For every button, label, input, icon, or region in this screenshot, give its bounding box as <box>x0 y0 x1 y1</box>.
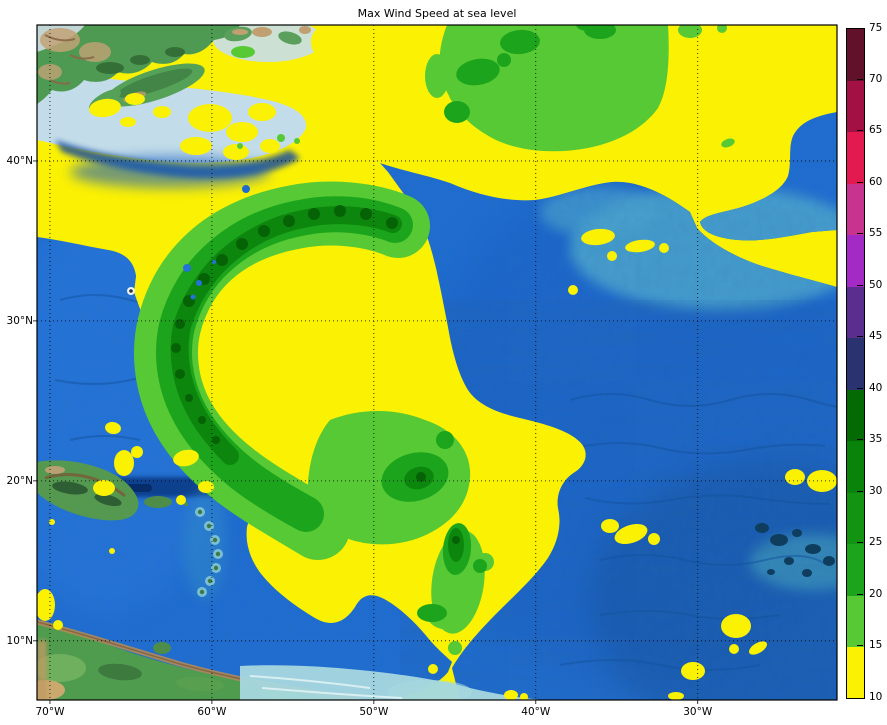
colorbar-segment-65-70 <box>847 80 864 133</box>
yellow-islands <box>37 228 837 700</box>
colorbar-tick-label-65: 65 <box>869 124 883 137</box>
colorbar-segment-15-20 <box>847 595 864 648</box>
caribbean-islands <box>37 460 223 597</box>
colorbar-tick-label-15: 15 <box>869 639 883 652</box>
bermuda <box>127 287 135 295</box>
colorbar-tick-label-40: 40 <box>869 381 883 394</box>
newfoundland <box>224 26 311 45</box>
colorbar-segment-45-50 <box>847 286 864 339</box>
lon-tick-label-3: 40°W <box>521 706 551 718</box>
colorbar-tick-15 <box>857 645 863 647</box>
colorbar-tick-30 <box>857 490 863 492</box>
plot-title: Max Wind Speed at sea level <box>357 7 517 20</box>
colorbar-segment-25-30 <box>847 492 864 545</box>
axis-ticks <box>33 160 699 704</box>
lon-tick-label-0: 70°W <box>35 706 65 718</box>
colorbar-tick-35 <box>857 439 863 441</box>
colorbar-tick-25 <box>857 542 863 544</box>
colorbar-tick-label-70: 70 <box>869 72 883 85</box>
colorbar-tick-label-60: 60 <box>869 175 883 188</box>
colorbar-tick-65 <box>857 130 863 132</box>
colorbar-tick-label-30: 30 <box>869 484 883 497</box>
colorbar-tick-40 <box>857 387 863 389</box>
colorbar-segment-10-15 <box>847 646 864 699</box>
lon-tick-label-4: 30°W <box>683 706 713 718</box>
shallow-coastal-strip <box>153 642 545 700</box>
colorbar-segment-50-55 <box>847 234 864 287</box>
top-green-mass <box>439 25 669 152</box>
band-blue-specks <box>183 260 216 300</box>
colorbar-tick-60 <box>857 181 863 183</box>
colorbar-segment-30-35 <box>847 440 864 493</box>
colorbar-segment-40-45 <box>847 337 864 390</box>
colorbar-tick-label-75: 75 <box>869 21 883 34</box>
colorbar-tick-label-10: 10 <box>869 690 883 703</box>
colorbar-tick-70 <box>857 78 863 80</box>
contour-level-30-35 <box>171 205 460 544</box>
colorbar-segment-20-25 <box>847 543 864 596</box>
lat-tick-label-0: 40°N <box>6 154 33 167</box>
colorbar-tick-label-50: 50 <box>869 278 883 291</box>
lon-tick-label-2: 50°W <box>359 706 389 718</box>
lat-tick-label-1: 30°N <box>6 314 33 327</box>
shelf-yellow-patches <box>89 26 339 160</box>
colorbar-tick-45 <box>857 336 863 338</box>
colorbar-tick-50 <box>857 284 863 286</box>
colorbar-segment-60-65 <box>847 131 864 184</box>
colorbar-tick-label-55: 55 <box>869 227 883 240</box>
lat-tick-label-3: 10°N <box>6 634 33 647</box>
colorbar-tick-55 <box>857 233 863 235</box>
lesser-antilles <box>195 507 223 597</box>
lat-tick-label-2: 20°N <box>6 474 33 487</box>
trinidad <box>153 642 171 654</box>
plot-border <box>36 24 838 701</box>
lon-tick-label-1: 60°W <box>197 706 227 718</box>
colorbar-segment-55-60 <box>847 183 864 236</box>
colorbar-tick-label-25: 25 <box>869 536 883 549</box>
colorbar <box>846 28 865 699</box>
colorbar-tick-20 <box>857 593 863 595</box>
colorbar-tick-label-45: 45 <box>869 330 883 343</box>
colorbar-segment-70-75 <box>847 29 864 81</box>
colorbar-tick-label-35: 35 <box>869 433 883 446</box>
colorbar-segment-35-40 <box>847 389 864 442</box>
gridlines <box>37 25 837 700</box>
colorbar-tick-label-20: 20 <box>869 587 883 600</box>
seamounts <box>755 523 835 577</box>
